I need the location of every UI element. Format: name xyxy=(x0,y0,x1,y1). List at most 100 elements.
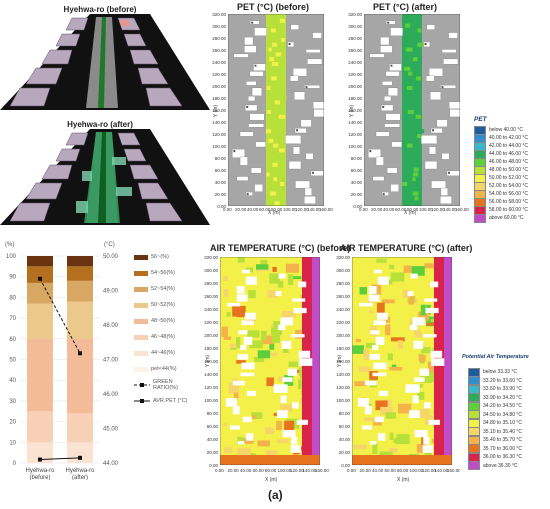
bar-legend-label: 50~52(%) xyxy=(151,302,176,308)
bar-legend-line-swatch xyxy=(134,383,150,387)
air-after-temp-cell xyxy=(420,373,433,383)
air-after-temp-cell xyxy=(396,434,410,445)
bar-line-marker xyxy=(38,276,42,281)
pet-before-pet-cell xyxy=(279,81,283,86)
pet-before-tree xyxy=(311,171,314,174)
air-after-temp-cell xyxy=(389,366,403,371)
air-legend-item: 36.00 to 36.30 °C xyxy=(468,452,522,462)
air-after-ytick: 280.00 xyxy=(336,281,350,286)
air-before-temp-cell xyxy=(265,450,278,457)
air-before-building xyxy=(241,362,255,370)
pet-before-building xyxy=(248,95,256,102)
air-after-ytick: 80.00 xyxy=(338,411,350,416)
air-before-xtick: 140.00 xyxy=(302,468,317,473)
air-before-building xyxy=(278,273,286,279)
bar-segment xyxy=(67,266,93,281)
air-before-building xyxy=(291,437,298,445)
air-after-building xyxy=(407,291,414,296)
air-after-ytick: 180.00 xyxy=(336,346,350,351)
air-after-xtick: 100.00 xyxy=(409,468,424,473)
pet-after-xtick: 0.00 xyxy=(359,207,368,212)
pet-before-xtick: 100.00 xyxy=(283,207,297,212)
pet-after-pet-cell xyxy=(407,162,413,167)
air-after-building xyxy=(359,302,373,307)
pet-legend-label: 58.00 to 60.00 °C xyxy=(489,207,528,213)
bar-segment xyxy=(27,303,53,339)
air-legend-label: 34.50 to 34.80 °C xyxy=(483,411,522,418)
air-after-ytick: 60.00 xyxy=(338,424,350,429)
air-after-temp-cell xyxy=(414,333,427,338)
pet-after-pet-cell xyxy=(407,110,414,114)
pet-after-pet-cell xyxy=(406,86,413,90)
air-after-building xyxy=(369,441,377,445)
pet-before-pet-cell xyxy=(267,119,272,124)
air-before-xaxis-label: X (m) xyxy=(265,477,278,483)
air-after-ytick: 200.00 xyxy=(336,333,350,338)
air-after-temp-cell xyxy=(365,342,378,349)
air-after-building xyxy=(422,334,437,338)
air-before-temp-cell xyxy=(292,276,302,280)
air-before-temp-cell xyxy=(223,336,232,340)
air-after-temp-cell xyxy=(389,432,394,441)
air-before-temp-cell xyxy=(269,340,275,350)
air-after-temp-cell xyxy=(383,316,391,323)
pet-before-ytick: 0.00 xyxy=(217,204,226,209)
pet-before-pet-cell xyxy=(274,100,281,105)
air-before-ytick: 180.00 xyxy=(204,346,218,351)
air-after-temp-cell xyxy=(376,258,387,263)
pet-before-building xyxy=(304,187,312,196)
bar-segment xyxy=(27,282,53,304)
pet-before-xtick: 140.00 xyxy=(307,207,321,212)
air-after-temp-cell xyxy=(402,289,411,298)
pet-before-tree xyxy=(254,64,257,67)
pet-before-building xyxy=(295,180,310,189)
air-after-building xyxy=(428,419,440,425)
air-before-xtick: 100.00 xyxy=(277,468,292,473)
air-before-xtick: 160.00 xyxy=(315,468,329,473)
pet-after-building xyxy=(424,161,438,170)
pet-after-building xyxy=(389,63,402,71)
pet-before-pet-cell xyxy=(279,182,285,186)
pet-legend-label: 56.00 to 58.00 °C xyxy=(489,199,528,205)
air-after-building xyxy=(423,402,431,409)
pet-legend-item: above 60.00 °C xyxy=(474,213,524,223)
pet-before-tree xyxy=(296,129,299,132)
bar-legend-label: 56~(%) xyxy=(151,254,169,260)
pet-after-building xyxy=(421,135,438,144)
pet-after-building xyxy=(423,41,431,48)
pet-after-pet-cell xyxy=(409,38,416,42)
pet-after-ytick: 160.00 xyxy=(348,108,362,113)
air-before-temp-cell xyxy=(272,333,281,343)
bar-legend-swatch xyxy=(134,318,148,324)
pet-after-building xyxy=(382,81,393,86)
air-after-hot-edge-max xyxy=(444,257,452,465)
air-before-temp-cell xyxy=(257,350,271,359)
air-after-ytick: 120.00 xyxy=(336,385,350,390)
air-after-building xyxy=(368,294,380,302)
pet-after-pet-cell xyxy=(405,47,413,52)
pet-after-ytick: 140.00 xyxy=(348,120,362,125)
air-before-building xyxy=(237,441,245,445)
bar-legend-swatch xyxy=(134,350,148,356)
air-before-ytick: 120.00 xyxy=(204,385,218,390)
air-legend-item: 33.20 to 33.60 °C xyxy=(468,376,522,385)
air-after-building xyxy=(425,307,439,314)
air-after-temp-cell xyxy=(391,364,397,368)
air-before-temp-cell xyxy=(280,404,293,412)
air-before-ytick: 260.00 xyxy=(204,294,218,299)
air-before-building xyxy=(298,281,307,288)
pet-before-building xyxy=(300,119,312,128)
bar-legend-line-label: GREEN RATIO(%) xyxy=(153,379,178,391)
pet-after-title: PET (°C) (after) xyxy=(372,2,438,12)
pet-before-ytick: 140.00 xyxy=(212,120,226,125)
pet-before-building xyxy=(244,36,254,46)
pet-before-building xyxy=(236,176,249,181)
pet-after-tree xyxy=(390,64,393,67)
air-before-building xyxy=(276,410,288,418)
pet-after-building xyxy=(431,180,446,189)
pet-before-pet-cell xyxy=(273,134,278,138)
air-after-temp-cell xyxy=(403,265,412,273)
pet-before-building xyxy=(293,146,300,155)
pet-legend-label: 46.00 to 48.00 °C xyxy=(489,159,528,165)
air-before-temp-cell xyxy=(229,343,237,349)
